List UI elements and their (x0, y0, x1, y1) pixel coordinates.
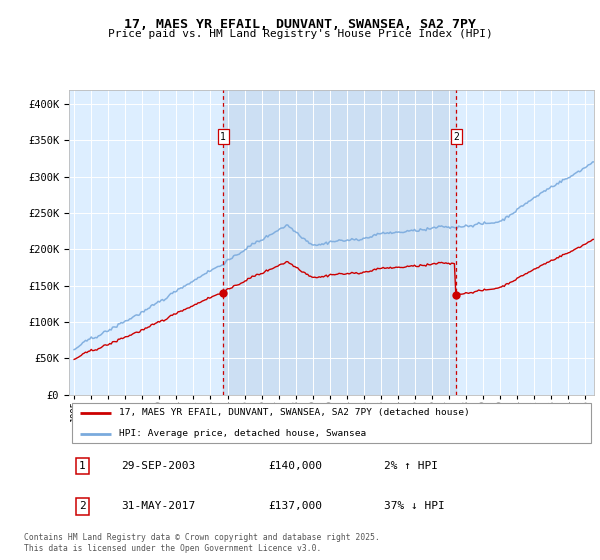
Text: 1: 1 (220, 132, 226, 142)
Text: Price paid vs. HM Land Registry's House Price Index (HPI): Price paid vs. HM Land Registry's House … (107, 29, 493, 39)
Text: 37% ↓ HPI: 37% ↓ HPI (384, 501, 445, 511)
Text: 1: 1 (79, 461, 86, 471)
Text: £137,000: £137,000 (269, 501, 323, 511)
Text: 2: 2 (79, 501, 86, 511)
Text: 2% ↑ HPI: 2% ↑ HPI (384, 461, 438, 471)
Text: 2: 2 (454, 132, 459, 142)
Bar (223, 90, 456, 395)
Text: 31-MAY-2017: 31-MAY-2017 (121, 501, 196, 511)
Text: 29-SEP-2003: 29-SEP-2003 (121, 461, 196, 471)
Text: £140,000: £140,000 (269, 461, 323, 471)
Text: 17, MAES YR EFAIL, DUNVANT, SWANSEA, SA2 7PY: 17, MAES YR EFAIL, DUNVANT, SWANSEA, SA2… (124, 18, 476, 31)
FancyBboxPatch shape (71, 403, 592, 443)
Text: 17, MAES YR EFAIL, DUNVANT, SWANSEA, SA2 7PY (detached house): 17, MAES YR EFAIL, DUNVANT, SWANSEA, SA2… (119, 408, 470, 417)
Text: HPI: Average price, detached house, Swansea: HPI: Average price, detached house, Swan… (119, 430, 366, 438)
Text: Contains HM Land Registry data © Crown copyright and database right 2025.
This d: Contains HM Land Registry data © Crown c… (24, 533, 380, 553)
